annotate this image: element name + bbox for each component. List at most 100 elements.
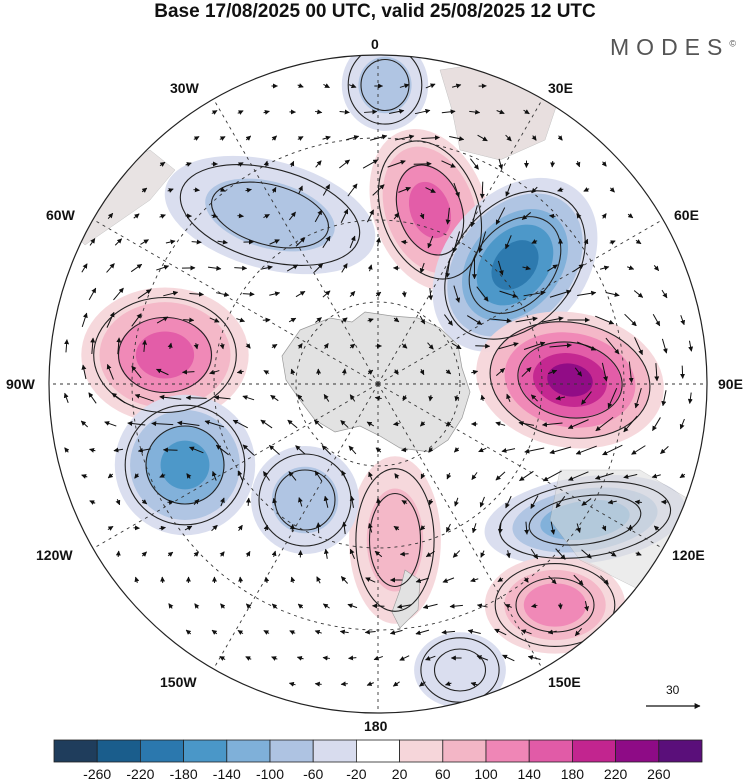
wind-vector — [213, 395, 231, 401]
wind-vector — [522, 265, 531, 271]
wind-vector — [290, 368, 296, 376]
wind-vector — [480, 394, 486, 402]
wind-vector — [133, 213, 140, 219]
wind-vector — [653, 265, 660, 271]
brand-mark: © — [729, 38, 736, 49]
wind-vector — [583, 238, 589, 245]
wind-vector — [531, 239, 538, 244]
wind-vector — [523, 290, 546, 297]
wind-vector — [316, 576, 322, 584]
wind-vector — [111, 392, 126, 404]
wind-vector — [425, 655, 436, 661]
wind-vector — [470, 681, 478, 687]
wind-vector — [496, 109, 505, 115]
wind-vector — [393, 317, 400, 323]
wind-vector — [298, 185, 303, 195]
wind-vector — [296, 655, 304, 661]
wind-vector — [193, 342, 199, 350]
wind-vector — [661, 390, 667, 407]
wind-vector — [601, 525, 607, 532]
wind-vector — [547, 629, 557, 635]
wind-vector — [679, 418, 685, 430]
wind-vector — [505, 235, 512, 250]
colorbar-segment — [183, 739, 228, 763]
wind-vector — [399, 83, 410, 89]
wind-vector — [368, 523, 373, 533]
wind-vector — [401, 290, 407, 298]
wind-vector — [141, 499, 148, 505]
wind-vector — [237, 110, 244, 115]
wind-vector — [263, 213, 270, 219]
contour-line — [179, 164, 361, 266]
wind-vector — [441, 109, 456, 115]
wind-vector — [452, 550, 461, 558]
wind-vector — [181, 369, 195, 375]
wind-vector — [238, 576, 244, 584]
wind-vector — [445, 258, 451, 279]
wind-vector — [237, 162, 244, 167]
wind-vector — [575, 161, 581, 168]
wind-vector — [366, 681, 374, 686]
wind-vector — [420, 525, 426, 531]
wind-vector — [419, 315, 426, 325]
wind-vector — [237, 524, 243, 532]
colorbar-segment — [139, 739, 184, 763]
colorbar-segment — [226, 739, 271, 763]
wind-vector — [445, 681, 452, 686]
wind-vector — [107, 212, 114, 220]
wind-vector — [661, 338, 668, 354]
wind-vector — [530, 394, 538, 402]
wind-vector — [530, 548, 539, 560]
anomaly-pos-south — [349, 456, 441, 624]
wind-vector — [549, 342, 572, 348]
wind-vector — [495, 471, 506, 481]
wind-vector — [217, 239, 228, 245]
wind-vector — [159, 214, 166, 219]
wind-vector — [374, 550, 383, 558]
wind-vector — [607, 387, 618, 409]
wind-vector — [425, 83, 436, 89]
wind-vector — [194, 603, 200, 609]
colorbar-tick-label: -220 — [126, 766, 155, 782]
wind-vector — [245, 135, 252, 141]
colorbar-segment — [399, 739, 444, 763]
wind-vector — [263, 630, 270, 635]
lon-label-120e: 120E — [672, 547, 705, 563]
wind-vector — [269, 239, 280, 245]
wind-vector — [193, 136, 200, 141]
wind-vector — [271, 135, 277, 141]
wind-vector — [506, 393, 511, 403]
wind-vector — [364, 109, 378, 115]
wind-vector — [156, 368, 169, 376]
wind-vector — [88, 287, 97, 301]
wind-vector — [478, 231, 487, 254]
wind-vector — [505, 183, 512, 197]
wind-vector — [237, 470, 244, 482]
wind-vector — [453, 447, 460, 453]
wind-vector — [542, 470, 562, 482]
wind-vector — [653, 525, 660, 531]
wind-vector — [445, 207, 451, 225]
wind-vector — [271, 656, 278, 661]
colorbar-segment — [53, 739, 98, 763]
wind-vector — [501, 448, 516, 453]
wind-vector — [376, 497, 382, 506]
wind-vector — [498, 342, 519, 350]
wind-vector — [601, 213, 607, 219]
wind-vector — [185, 395, 207, 401]
wind-vector — [295, 290, 306, 298]
wind-vector — [573, 264, 585, 272]
anomaly-level — [523, 583, 587, 627]
wind-vector — [323, 495, 329, 508]
wind-vector — [584, 600, 590, 612]
wind-vector — [449, 136, 465, 142]
wind-vector — [427, 342, 434, 350]
wind-vector — [134, 473, 140, 479]
wind-vector — [422, 603, 438, 610]
wind-vector — [495, 421, 506, 427]
wind-vector — [298, 497, 303, 507]
wind-vector — [446, 523, 451, 533]
wind-vector — [467, 629, 481, 635]
contour-line — [377, 140, 483, 280]
wind-vector — [362, 159, 379, 169]
